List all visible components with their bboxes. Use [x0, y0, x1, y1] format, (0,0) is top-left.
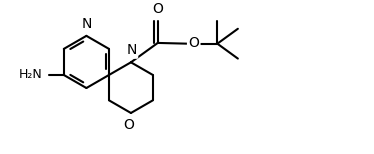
Text: O: O — [188, 36, 199, 50]
Text: O: O — [124, 118, 135, 132]
Text: N: N — [126, 43, 137, 57]
Text: N: N — [81, 17, 92, 31]
Text: H₂N: H₂N — [19, 69, 43, 81]
Text: O: O — [152, 2, 163, 16]
